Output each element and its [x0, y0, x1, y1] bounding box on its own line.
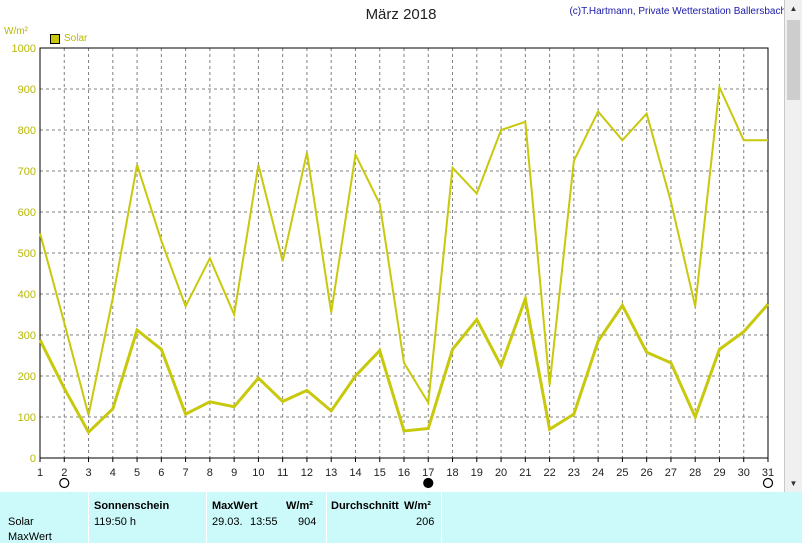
x-tick-label: 9 — [231, 467, 237, 479]
max-date: 29.03. — [212, 516, 243, 528]
x-tick-label: 2 — [61, 467, 67, 479]
y-tick-label: 400 — [18, 289, 36, 301]
y-tick-label: 0 — [30, 453, 36, 465]
y-axis-unit: W/m² — [4, 26, 28, 37]
scroll-up-arrow-icon[interactable]: ▲ — [785, 0, 802, 17]
max-header: MaxWert — [212, 500, 258, 512]
x-tick-label: 31 — [762, 467, 774, 479]
max-unit: W/m² — [286, 500, 313, 512]
x-tick-label: 18 — [446, 467, 458, 479]
avg-unit: W/m² — [404, 500, 431, 512]
x-tick-label: 20 — [495, 467, 507, 479]
new-moon-icon — [59, 477, 70, 489]
x-tick-label: 1 — [37, 467, 43, 479]
new-moon-icon — [762, 477, 774, 489]
x-tick-label: 15 — [374, 467, 386, 479]
x-tick-label: 21 — [519, 467, 531, 479]
x-tick-label: 3 — [85, 467, 91, 479]
chart-title: März 2018 — [365, 6, 437, 23]
x-tick-label: 7 — [183, 467, 189, 479]
x-tick-label: 28 — [689, 467, 701, 479]
x-tick-label: 11 — [277, 467, 288, 479]
y-tick-label: 700 — [18, 166, 36, 178]
x-tick-label: 10 — [252, 467, 264, 479]
series-line-durchschnitt — [38, 293, 770, 435]
sunshine-value: 119:50 h — [94, 516, 137, 528]
x-tick-label: 25 — [616, 467, 628, 479]
full-moon-icon — [423, 477, 434, 489]
y-tick-label: 300 — [18, 330, 36, 342]
y-tick-label: 200 — [18, 371, 36, 383]
x-tick-label: 19 — [471, 467, 483, 479]
x-tick-label: 26 — [641, 467, 653, 479]
x-tick-label: 12 — [301, 467, 313, 479]
x-tick-label: 22 — [543, 467, 555, 479]
x-tick-label: 27 — [665, 467, 677, 479]
x-tick-label: 30 — [738, 467, 750, 479]
x-tick-label: 13 — [325, 467, 337, 479]
x-tick-label: 8 — [207, 467, 213, 479]
scrollbar-thumb[interactable] — [787, 20, 800, 100]
y-tick-label: 900 — [18, 84, 36, 96]
avg-value: 206 — [416, 516, 435, 528]
x-tick-label: 4 — [110, 467, 116, 479]
max-value: 904 — [298, 516, 317, 528]
legend-label: Solar — [64, 33, 88, 44]
x-tick-label: 24 — [592, 467, 604, 479]
copyright-credit: (c)T.Hartmann, Private Wetterstation Bal… — [569, 6, 786, 17]
vertical-scrollbar[interactable]: ▲ ▼ — [784, 0, 802, 492]
x-tick-label: 14 — [349, 467, 361, 479]
x-tick-label: 5 — [134, 467, 140, 479]
row-label-maxwert: MaxWert — [8, 531, 52, 543]
row-label-solar: Solar — [8, 516, 34, 528]
summary-table: Solar MaxWert Sonnenschein 119:50 h MaxW… — [0, 492, 802, 543]
x-tick-label: 23 — [568, 467, 580, 479]
y-tick-label: 1000 — [12, 43, 36, 55]
y-tick-label: 500 — [18, 248, 36, 260]
x-tick-label: 6 — [158, 467, 164, 479]
y-tick-label: 800 — [18, 125, 36, 137]
legend-swatch — [50, 33, 60, 44]
x-tick-label: 17 — [422, 467, 434, 479]
max-time: 13:55 — [250, 516, 278, 528]
sunshine-header: Sonnenschein — [94, 500, 170, 512]
legend: Solar — [50, 33, 87, 44]
y-tick-label: 100 — [18, 412, 36, 424]
x-tick-label: 29 — [713, 467, 725, 479]
x-tick-label: 16 — [398, 467, 410, 479]
series-line-maxwert — [39, 83, 768, 416]
scroll-down-arrow-icon[interactable]: ▼ — [785, 475, 802, 492]
y-tick-label: 600 — [18, 207, 36, 219]
avg-header: Durchschnitt — [331, 500, 399, 512]
